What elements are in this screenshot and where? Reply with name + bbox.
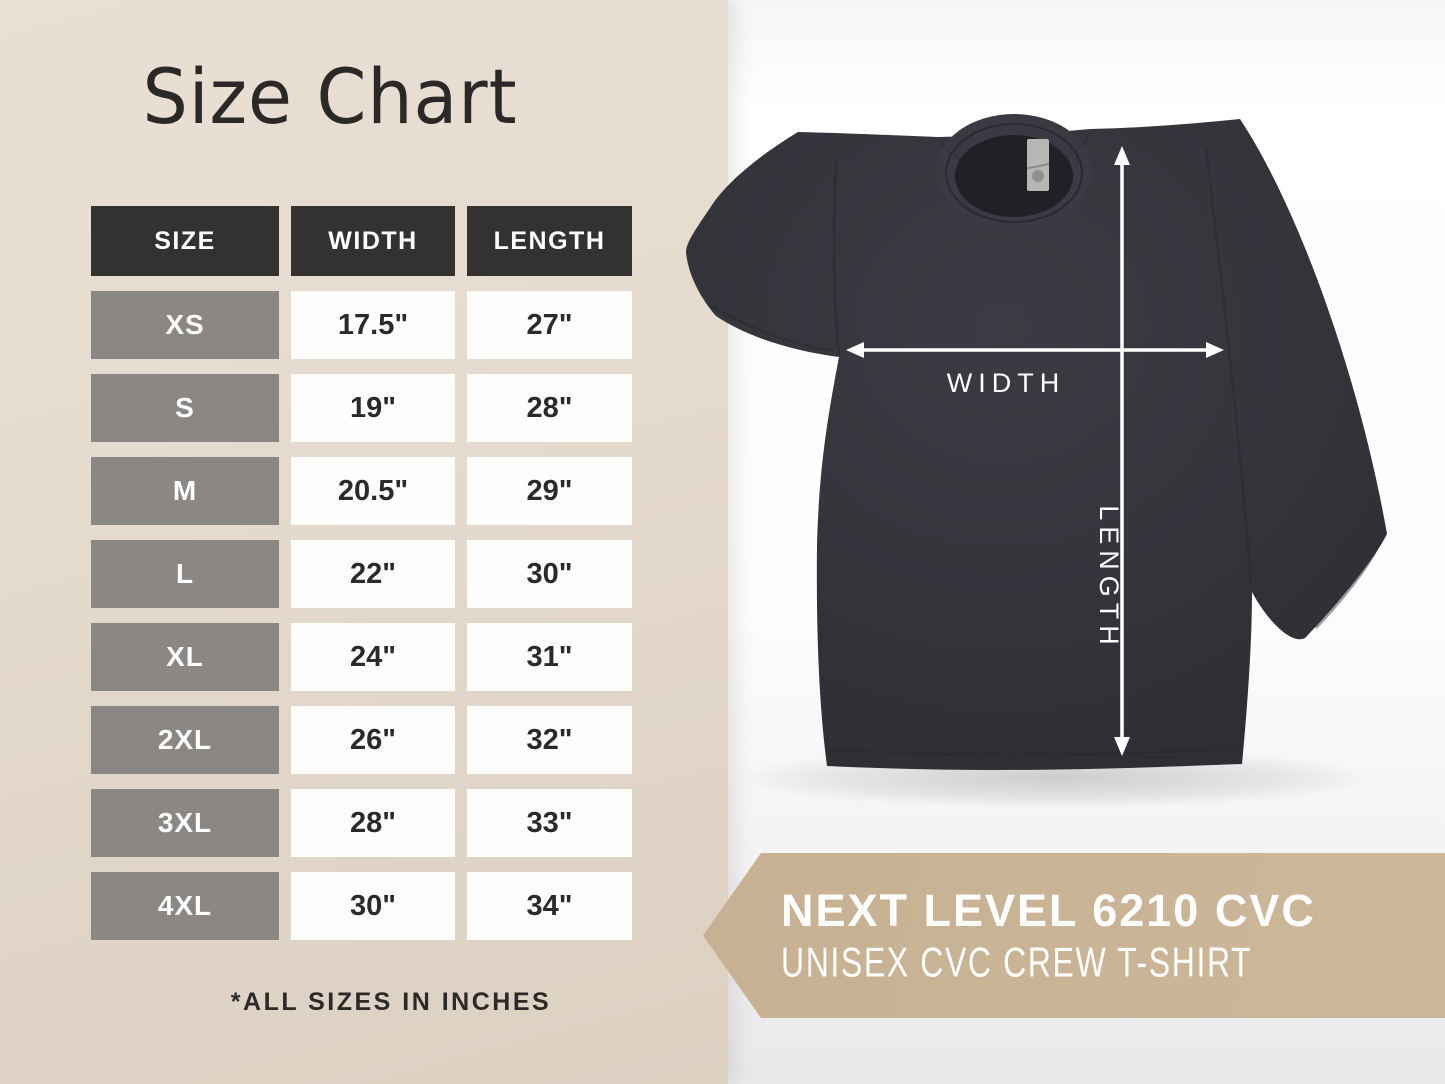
width-cell: 30" [291,872,455,940]
column-header-length: LENGTH [467,206,632,276]
width-cell: 24" [291,623,455,691]
size-cell: L [91,540,279,608]
footnote: *ALL SIZES IN INCHES [230,988,552,1016]
width-cell: 28" [291,789,455,857]
length-cell: 28" [467,374,632,442]
size-cell: XL [91,623,279,691]
size-cell: S [91,374,279,442]
size-cell: 3XL [91,789,279,857]
width-cell: 26" [291,706,455,774]
length-cell: 27" [467,291,632,359]
column-header-size: SIZE [91,206,279,276]
length-cell: 31" [467,623,632,691]
size-chart-panel: Size Chart SIZE WIDTH LENGTH XS 17.5" 27… [0,0,728,1084]
width-cell: 20.5" [291,457,455,525]
size-cell: M [91,457,279,525]
width-cell: 17.5" [291,291,455,359]
size-cell: 4XL [91,872,279,940]
product-name: NEXT LEVEL 6210 CVC [781,885,1316,936]
size-cell: XS [91,291,279,359]
product-subtitle: UNISEX CVC CREW T-SHIRT [781,939,1253,987]
width-cell: 19" [291,374,455,442]
product-banner: NEXT LEVEL 6210 CVC UNISEX CVC CREW T-SH… [703,853,1445,1018]
width-cell: 22" [291,540,455,608]
length-cell: 34" [467,872,632,940]
length-cell: 32" [467,706,632,774]
column-header-width: WIDTH [291,206,455,276]
size-table: SIZE WIDTH LENGTH XS 17.5" 27" S 19" 28"… [91,206,632,940]
length-cell: 30" [467,540,632,608]
size-cell: 2XL [91,706,279,774]
length-cell: 29" [467,457,632,525]
length-cell: 33" [467,789,632,857]
page-title: Size Chart [142,52,518,141]
